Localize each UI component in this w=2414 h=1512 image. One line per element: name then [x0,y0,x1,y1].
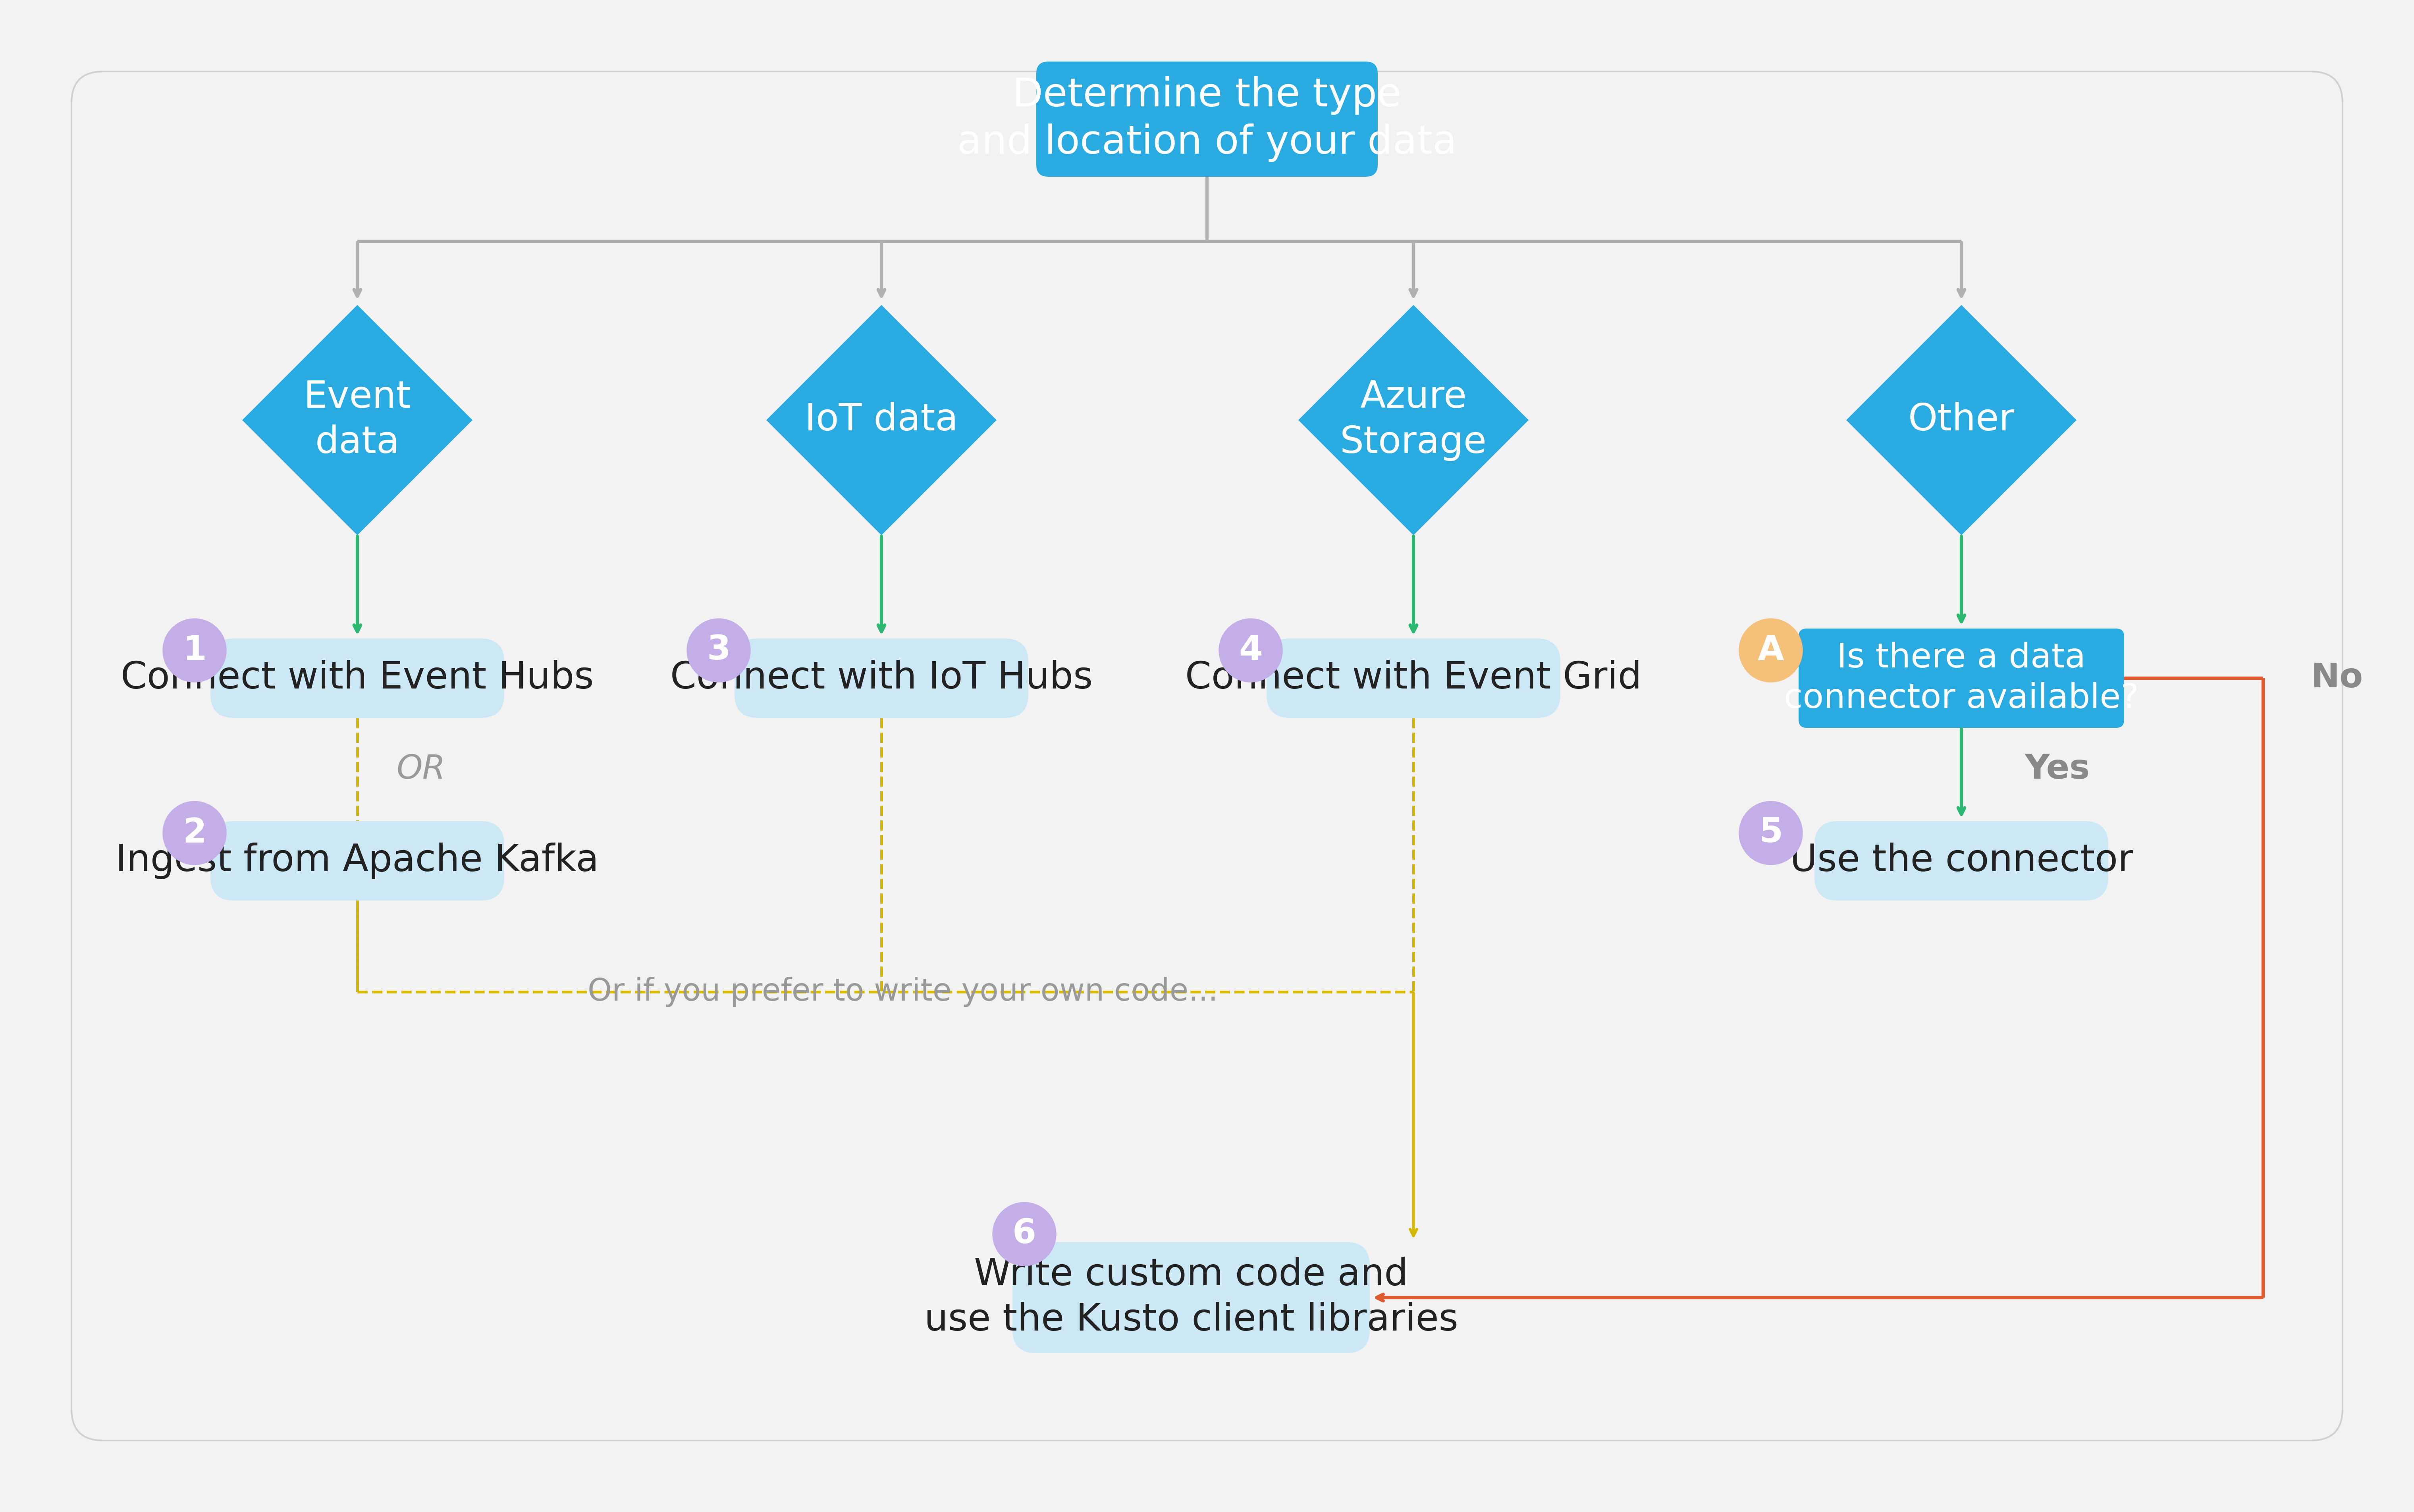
Text: 5: 5 [1760,816,1782,850]
FancyBboxPatch shape [1011,1241,1369,1353]
FancyBboxPatch shape [1267,638,1559,718]
Text: 6: 6 [1011,1217,1036,1250]
Circle shape [992,1202,1057,1266]
Text: 4: 4 [1238,634,1263,667]
FancyBboxPatch shape [1798,629,2124,727]
Circle shape [1738,618,1803,682]
Text: Connect with Event Hubs: Connect with Event Hubs [121,659,594,697]
Text: Write custom code and
use the Kusto client libraries: Write custom code and use the Kusto clie… [925,1256,1458,1338]
Text: Connect with Event Grid: Connect with Event Grid [1185,659,1642,697]
Text: 3: 3 [707,634,731,667]
FancyBboxPatch shape [734,638,1028,718]
Text: Determine the type
and location of your data: Determine the type and location of your … [958,76,1456,162]
Text: Azure
Storage: Azure Storage [1340,380,1487,461]
Circle shape [162,801,227,865]
Circle shape [1738,801,1803,865]
FancyBboxPatch shape [1036,62,1378,177]
Text: Or if you prefer to write your own code...: Or if you prefer to write your own code.… [587,977,1219,1007]
Text: Connect with IoT Hubs: Connect with IoT Hubs [671,659,1094,697]
Text: Yes: Yes [2025,753,2091,786]
FancyBboxPatch shape [210,821,505,901]
FancyBboxPatch shape [210,638,505,718]
Text: OR: OR [396,753,444,786]
Text: Is there a data
connector available?: Is there a data connector available? [1784,641,2139,715]
Polygon shape [241,305,473,535]
Text: 2: 2 [183,816,208,850]
Text: No: No [2310,662,2363,694]
Text: 1: 1 [183,634,208,667]
Polygon shape [765,305,997,535]
Polygon shape [1847,305,2076,535]
Text: A: A [1757,634,1784,667]
Circle shape [162,618,227,682]
Text: Use the connector: Use the connector [1789,842,2134,878]
Polygon shape [1299,305,1528,535]
FancyBboxPatch shape [1815,821,2107,901]
Text: Event
data: Event data [304,380,410,461]
Text: IoT data: IoT data [804,402,958,438]
Circle shape [688,618,751,682]
Circle shape [1219,618,1282,682]
Text: Ingest from Apache Kafka: Ingest from Apache Kafka [116,842,599,878]
FancyBboxPatch shape [72,71,2342,1441]
Text: Other: Other [1907,402,2016,438]
